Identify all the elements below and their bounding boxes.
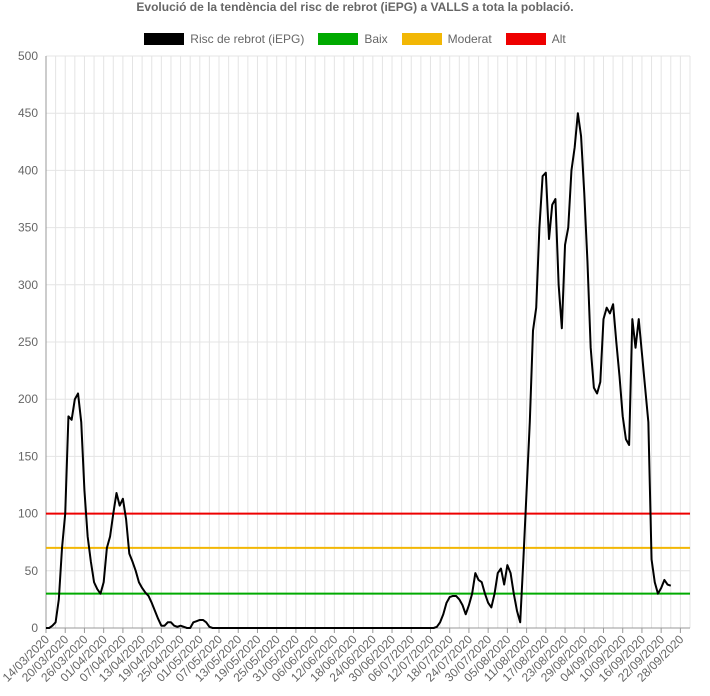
legend-item-moderat[interactable]: Moderat <box>401 32 492 46</box>
legend-swatch-alt <box>505 33 546 45</box>
legend-swatch-baix <box>318 33 359 45</box>
legend: Risc de rebrot (iEPG) Baix Moderat Alt <box>0 32 710 46</box>
y-tick-label: 300 <box>18 278 38 292</box>
y-tick-label: 350 <box>18 221 38 235</box>
legend-swatch-risc <box>144 33 185 45</box>
y-tick-label: 500 <box>18 49 38 63</box>
y-tick-label: 400 <box>18 163 38 177</box>
y-tick-label: 50 <box>25 564 39 578</box>
chart-title: Evolució de la tendència del risc de reb… <box>136 0 574 14</box>
y-tick-label: 100 <box>18 507 38 521</box>
legend-swatch-moderat <box>401 33 442 45</box>
legend-label-alt: Alt <box>551 32 566 46</box>
y-tick-label: 0 <box>31 621 38 635</box>
legend-item-risc[interactable]: Risc de rebrot (iEPG) <box>144 32 304 46</box>
y-tick-label: 250 <box>18 335 38 349</box>
legend-label-risc: Risc de rebrot (iEPG) <box>190 32 305 46</box>
y-tick-label: 450 <box>18 106 38 120</box>
legend-label-moderat: Moderat <box>447 32 492 46</box>
legend-item-alt[interactable]: Alt <box>505 32 566 46</box>
legend-label-baix: Baix <box>364 32 388 46</box>
series-line-risc <box>46 112 672 629</box>
y-tick-label: 200 <box>18 392 38 406</box>
legend-item-baix[interactable]: Baix <box>318 32 388 46</box>
y-tick-label: 150 <box>18 449 38 463</box>
